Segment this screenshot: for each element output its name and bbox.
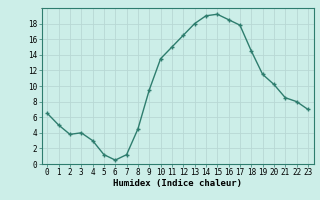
X-axis label: Humidex (Indice chaleur): Humidex (Indice chaleur)	[113, 179, 242, 188]
